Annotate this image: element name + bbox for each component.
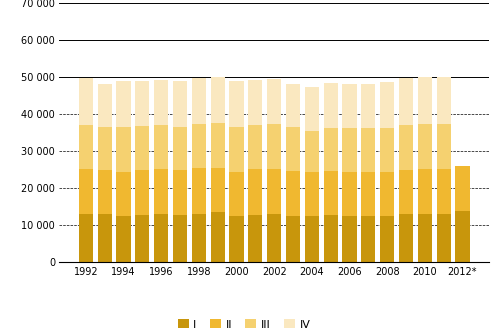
Bar	[437, 169, 451, 214]
Bar	[361, 128, 375, 172]
Bar	[305, 216, 319, 262]
Bar	[135, 126, 149, 170]
Bar	[342, 173, 357, 216]
Bar	[361, 84, 375, 128]
Bar	[192, 124, 206, 168]
Bar	[399, 170, 413, 214]
Bar	[418, 77, 432, 124]
Bar	[267, 124, 281, 169]
Bar	[229, 216, 244, 262]
Bar	[248, 170, 262, 215]
Bar	[342, 84, 357, 128]
Bar	[267, 169, 281, 214]
Bar	[455, 211, 469, 262]
Bar	[98, 127, 112, 170]
Bar	[455, 166, 469, 211]
Bar	[79, 214, 93, 262]
Bar	[192, 168, 206, 214]
Bar	[135, 215, 149, 262]
Bar	[248, 215, 262, 262]
Bar	[418, 124, 432, 169]
Bar	[437, 214, 451, 262]
Bar	[324, 128, 338, 171]
Bar	[286, 216, 300, 262]
Bar	[380, 172, 394, 216]
Bar	[267, 214, 281, 262]
Bar	[361, 216, 375, 262]
Bar	[399, 214, 413, 262]
Bar	[210, 77, 225, 123]
Bar	[229, 172, 244, 216]
Bar	[361, 172, 375, 216]
Bar	[248, 80, 262, 125]
Bar	[248, 125, 262, 170]
Bar	[324, 171, 338, 215]
Bar	[98, 214, 112, 262]
Bar	[418, 214, 432, 262]
Bar	[418, 169, 432, 214]
Bar	[117, 216, 130, 262]
Bar	[267, 79, 281, 124]
Bar	[342, 128, 357, 173]
Bar	[210, 168, 225, 213]
Bar	[286, 127, 300, 171]
Bar	[154, 80, 168, 125]
Bar	[229, 81, 244, 127]
Bar	[210, 213, 225, 262]
Bar	[135, 81, 149, 126]
Bar	[399, 78, 413, 125]
Bar	[173, 81, 187, 127]
Bar	[154, 214, 168, 262]
Bar	[305, 87, 319, 131]
Bar	[342, 216, 357, 262]
Bar	[210, 123, 225, 168]
Bar	[380, 82, 394, 128]
Bar	[117, 81, 130, 127]
Bar	[437, 124, 451, 169]
Bar	[380, 216, 394, 262]
Bar	[286, 171, 300, 216]
Bar	[135, 170, 149, 215]
Bar	[154, 170, 168, 214]
Bar	[192, 78, 206, 124]
Bar	[79, 78, 93, 125]
Bar	[79, 125, 93, 169]
Bar	[98, 84, 112, 127]
Bar	[98, 170, 112, 214]
Bar	[286, 84, 300, 127]
Bar	[399, 125, 413, 170]
Bar	[380, 128, 394, 172]
Bar	[305, 131, 319, 173]
Bar	[437, 77, 451, 124]
Bar	[173, 215, 187, 262]
Bar	[324, 83, 338, 128]
Bar	[324, 215, 338, 262]
Bar	[173, 127, 187, 170]
Legend: I, II, III, IV: I, II, III, IV	[173, 315, 315, 328]
Bar	[305, 173, 319, 216]
Bar	[192, 214, 206, 262]
Bar	[117, 172, 130, 216]
Bar	[229, 127, 244, 172]
Bar	[154, 125, 168, 170]
Bar	[79, 169, 93, 214]
Bar	[117, 127, 130, 172]
Bar	[173, 170, 187, 215]
